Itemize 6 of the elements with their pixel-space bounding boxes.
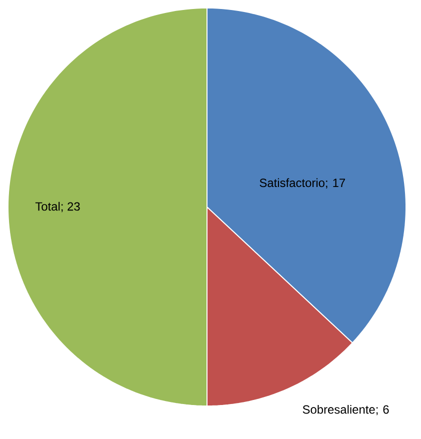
data-label: ; 6	[376, 405, 389, 416]
data-label: ; 23	[61, 202, 80, 212]
data-label: ; 17	[326, 178, 345, 188]
slice-label: Total	[35, 202, 60, 211]
slice-label: Sobresaliente	[302, 404, 375, 414]
slice-label: Satisfactorio	[260, 178, 324, 188]
